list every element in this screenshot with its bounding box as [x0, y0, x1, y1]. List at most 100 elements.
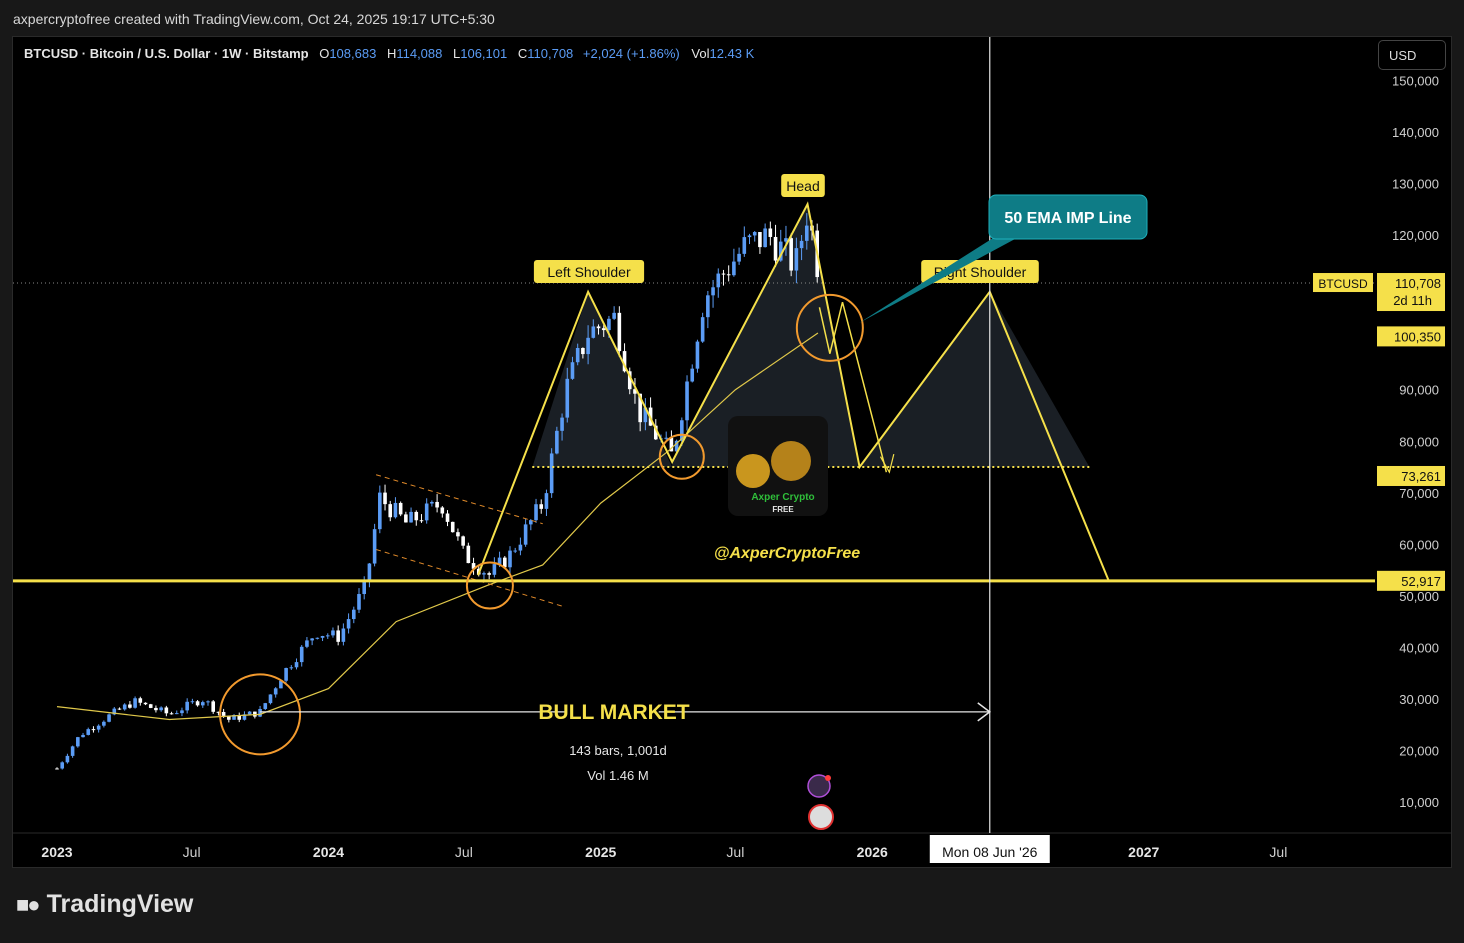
candle-body — [279, 680, 283, 689]
annotation-layer: Mon 08 Jun '26 BULL MARKET 143 bars, 1,001… — [533, 174, 1445, 860]
candle-body — [393, 502, 398, 518]
candle-body — [456, 532, 460, 537]
candle-body — [435, 501, 439, 508]
candle-body — [638, 393, 642, 423]
candle-body — [211, 701, 216, 712]
candle-body — [445, 513, 450, 522]
candle-body — [758, 232, 762, 248]
ema-touch-circle — [465, 561, 514, 610]
x-tick-label: 2024 — [313, 844, 344, 860]
candle-body — [643, 407, 648, 423]
crosshair-date-label: Mon 08 Jun '26 — [942, 844, 1038, 860]
x-tick-label: 2026 — [857, 844, 888, 860]
chart-area[interactable]: 10,000 20,000 30,000 40,000 50,000 60,000 70,0… — [12, 36, 1452, 868]
price-tag — [1377, 465, 1445, 486]
candle-body — [674, 440, 679, 452]
candle-body — [383, 492, 387, 505]
candle-body — [450, 521, 455, 533]
channel-upper — [375, 474, 543, 525]
candle-body — [325, 635, 330, 637]
candle-body — [247, 711, 252, 715]
candle-body — [367, 563, 372, 581]
candle-body — [294, 662, 299, 668]
candle-body — [700, 317, 705, 342]
candle-body — [773, 236, 778, 261]
candle-body — [721, 273, 726, 275]
x-tick-label: 2027 — [1128, 844, 1159, 860]
channel-lower — [375, 548, 563, 607]
candle-body — [768, 228, 773, 237]
candle-body — [591, 326, 596, 338]
candle-body — [112, 708, 117, 715]
candle-body — [622, 351, 627, 372]
drawing-layer — [13, 37, 1375, 863]
volume-value: 12.43 K — [709, 46, 755, 61]
candle-body — [81, 734, 85, 738]
candle-body — [607, 318, 611, 331]
open-label: O — [319, 46, 330, 61]
candle-body — [159, 707, 163, 711]
x-tick-label: 2023 — [41, 844, 72, 860]
candle-body — [502, 557, 507, 568]
candle-body — [711, 287, 715, 296]
candle-body — [513, 550, 518, 552]
y-tick-label: 150,000 — [1392, 74, 1439, 89]
us-flag-event-icon — [808, 804, 834, 830]
candle-body — [263, 703, 268, 709]
candle-body — [268, 694, 273, 704]
candle-body — [133, 698, 137, 708]
chart-svg[interactable]: 10,000 20,000 30,000 40,000 50,000 60,000 70,0… — [13, 37, 1452, 868]
candle-body — [102, 721, 106, 726]
callout-box — [988, 194, 1148, 240]
candle-body — [633, 389, 637, 394]
candle-body — [555, 430, 559, 454]
high-label: H — [386, 46, 397, 61]
candles-layer — [55, 213, 819, 770]
left-shoulder-label-box — [533, 260, 645, 283]
bull-market-label: BULL MARKET — [538, 701, 689, 724]
candle-body — [492, 564, 497, 575]
y-tick-label: 120,000 — [1392, 228, 1439, 243]
candle-body — [409, 511, 413, 523]
y-tick-label: 20,000 — [1399, 743, 1439, 758]
candle-body — [185, 701, 189, 711]
change-value: +2,024 (+1.86%) — [582, 46, 680, 61]
low-label: L — [453, 46, 461, 61]
candle-body — [289, 667, 294, 669]
pattern-fill-left — [532, 291, 673, 468]
candle-body — [586, 337, 590, 355]
candle-body — [148, 704, 153, 708]
x-tick-label: Jul — [455, 844, 473, 860]
watermark-logo-subtext: FREE — [772, 505, 794, 514]
candle-body — [96, 725, 101, 730]
footer-brand[interactable]: ■● TradingView — [16, 890, 193, 919]
candle-body — [70, 746, 75, 756]
symbol-price-tag-label: BTCUSD — [1318, 277, 1368, 291]
close-label: C — [517, 46, 528, 61]
y-tick-label: 130,000 — [1392, 177, 1439, 192]
range-arrowhead — [977, 702, 992, 722]
candle-body — [336, 630, 340, 642]
candle-body — [357, 594, 361, 610]
candle-body — [799, 240, 804, 249]
candle-body — [305, 640, 309, 647]
candle-body — [804, 225, 809, 241]
candle-body — [747, 235, 752, 238]
symbol-price-tag — [1313, 273, 1373, 293]
callout-text: 50 EMA IMP Line — [1004, 210, 1131, 227]
y-tick-label: 80,000 — [1399, 434, 1439, 449]
candle-body — [596, 326, 601, 329]
candle-body — [299, 646, 304, 663]
currency-button[interactable]: USD — [1378, 40, 1446, 70]
candle-body — [216, 711, 221, 713]
y-tick-label: 140,000 — [1392, 125, 1439, 140]
candle-body — [91, 729, 96, 731]
candle-body — [237, 715, 242, 720]
candle-body — [778, 241, 783, 261]
candle-body — [466, 545, 471, 564]
candle-body — [195, 701, 200, 706]
candle-body — [232, 715, 236, 720]
price-tag — [1377, 326, 1445, 347]
candle-body — [128, 704, 132, 708]
lightning-event-icon — [807, 774, 831, 798]
